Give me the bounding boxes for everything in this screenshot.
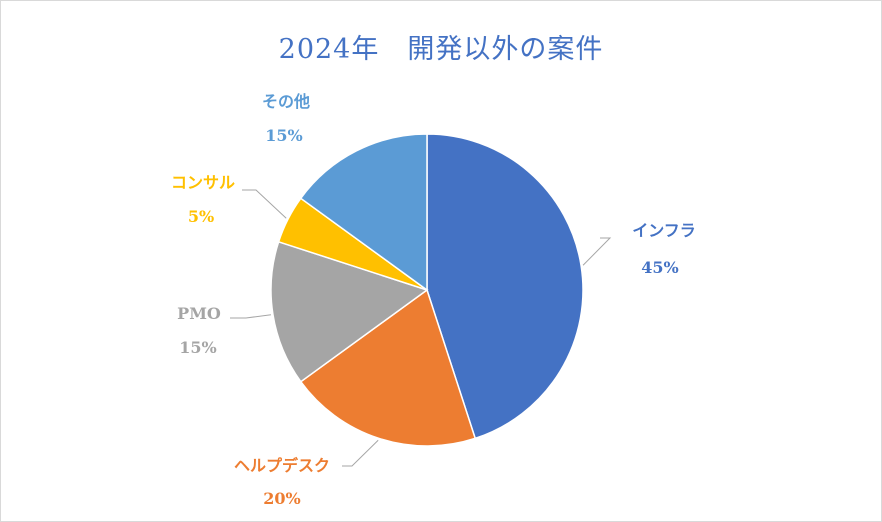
slice-infra: [426, 133, 584, 440]
label-name-pmo: PMO: [177, 304, 221, 323]
slice-helpdesk: [299, 288, 477, 447]
slice-pmo: [270, 240, 429, 383]
leader-line-pmo: [230, 314, 272, 319]
label-name-infra: インフラ: [632, 221, 696, 240]
label-percent-pmo: 15%: [179, 338, 216, 357]
label-name-consul: コンサル: [171, 173, 235, 192]
label-percent-consul: 5%: [188, 207, 214, 226]
label-name-other: その他: [262, 92, 310, 111]
leader-line-helpdesk: [342, 439, 379, 467]
label-percent-infra: 45%: [641, 258, 678, 277]
leader-line-infra: [582, 237, 612, 266]
label-percent-helpdesk: 20%: [263, 489, 300, 508]
label-percent-other: 15%: [265, 126, 302, 145]
slice-other: [299, 133, 428, 292]
chart-title: 2024年 開発以外の案件: [278, 34, 604, 65]
label-name-helpdesk: ヘルプデスク: [234, 456, 330, 475]
leader-line-consul: [242, 189, 287, 219]
